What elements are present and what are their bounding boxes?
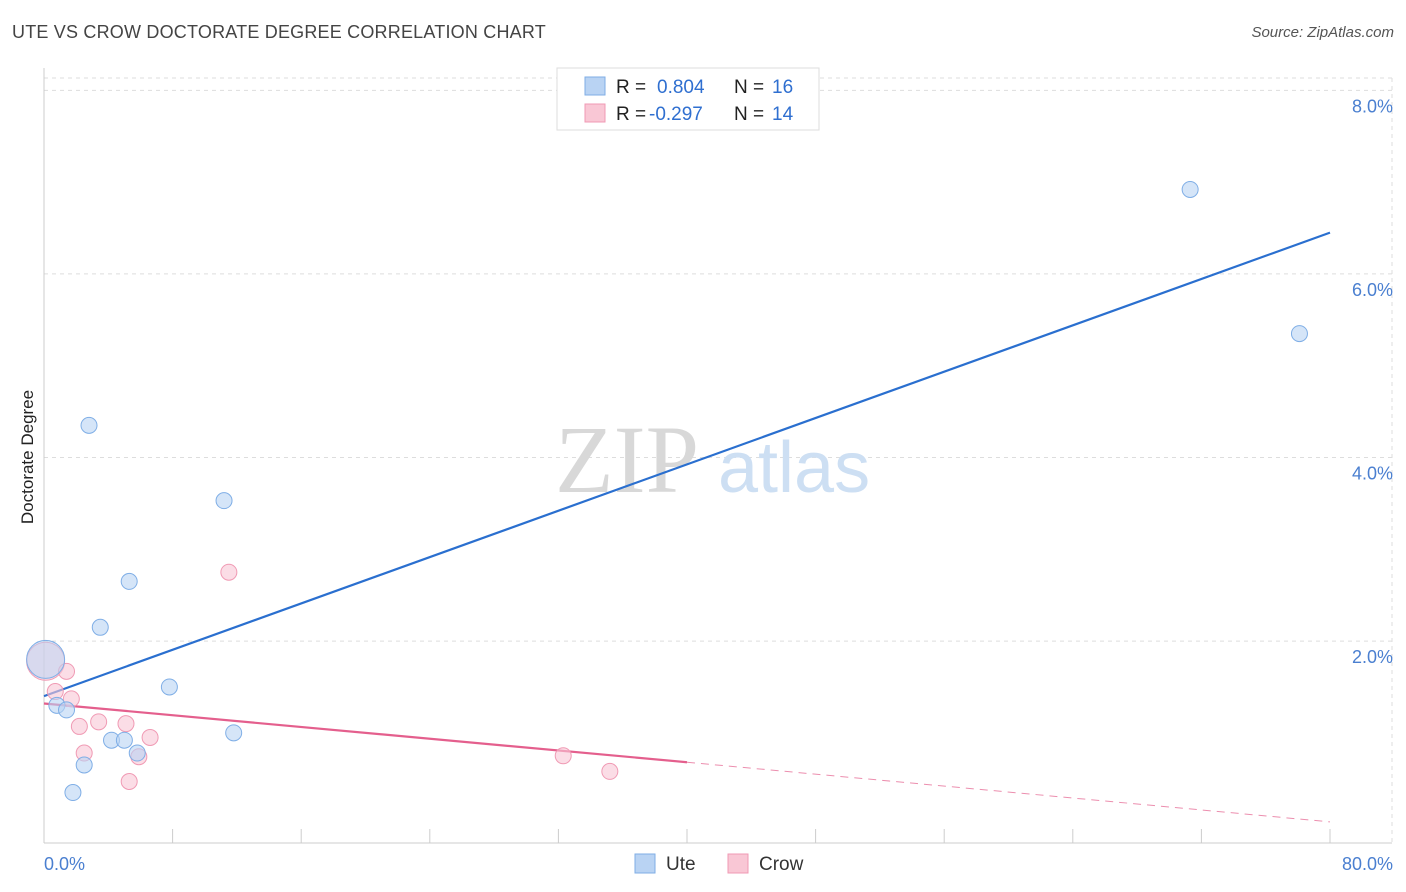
y-tick-label: 6.0% <box>1352 280 1393 300</box>
correlation-legend: R = 0.804 N = 16 R = -0.297 N = 14 <box>556 67 820 131</box>
crow-point <box>220 563 238 581</box>
ute-point <box>120 572 138 590</box>
legend-ute-r-value: 0.804 <box>657 77 705 98</box>
ute-point <box>225 724 243 742</box>
ute-point <box>80 416 98 434</box>
ute-point <box>128 744 146 762</box>
crow-point <box>117 715 135 733</box>
legend-crow-n-label: N = <box>734 104 764 125</box>
bottom-legend-crow: Crow <box>759 854 804 875</box>
x-tick-label: 0.0% <box>44 854 85 874</box>
crow-point <box>554 747 572 765</box>
bottom-legend-swatch-crow <box>727 853 749 874</box>
ute-point <box>58 701 76 719</box>
crow-trend-extension <box>686 761 1331 823</box>
ute-point <box>91 618 109 636</box>
watermark: ZIP atlas <box>555 406 870 513</box>
ute-point <box>115 731 133 749</box>
crow-point <box>90 713 108 731</box>
y-axis-label: Doctorate Degree <box>18 390 37 524</box>
trend-layer <box>43 231 1331 823</box>
crow-point <box>120 773 138 791</box>
watermark-zip: ZIP <box>555 406 699 513</box>
x-tick-label: 80.0% <box>1342 854 1393 874</box>
watermark-atlas: atlas <box>718 428 870 508</box>
legend-crow-r-label: R = <box>616 104 646 125</box>
legend-ute-n-value: 16 <box>772 77 793 98</box>
y-tick-label: 2.0% <box>1352 647 1393 667</box>
series-legend: Ute Crow <box>634 853 804 875</box>
chart-title: UTE VS CROW DOCTORATE DEGREE CORRELATION… <box>12 22 546 42</box>
bottom-legend-ute: Ute <box>666 854 696 875</box>
ute-point <box>215 492 233 510</box>
crow-point <box>141 728 159 746</box>
ute-point <box>26 639 66 679</box>
ute-point <box>75 756 93 774</box>
point-layer <box>26 180 1308 802</box>
bottom-legend-swatch-ute <box>634 853 656 874</box>
legend-ute-n-label: N = <box>734 77 764 98</box>
ute-point <box>160 678 178 696</box>
crow-point <box>601 762 619 780</box>
legend-ute-r-label: R = <box>616 77 646 98</box>
source-credit: Source: ZipAtlas.com <box>1251 24 1394 41</box>
ute-trend-line <box>43 231 1331 698</box>
legend-swatch-crow <box>584 103 606 123</box>
y-tick-label: 8.0% <box>1352 96 1393 116</box>
axis-layer <box>43 68 1392 844</box>
ute-point <box>1181 180 1199 198</box>
legend-crow-r-value: -0.297 <box>649 104 703 125</box>
crow-trend-line <box>43 702 688 764</box>
ute-point <box>64 784 82 802</box>
ute-point <box>1290 325 1308 343</box>
legend-crow-n-value: 14 <box>772 104 794 125</box>
y-tick-label: 4.0% <box>1352 464 1393 484</box>
crow-point <box>70 717 88 735</box>
tick-label-layer: 2.0% 4.0% 6.0% 8.0% 0.0% 80.0% <box>44 96 1393 874</box>
legend-swatch-ute <box>584 76 606 96</box>
